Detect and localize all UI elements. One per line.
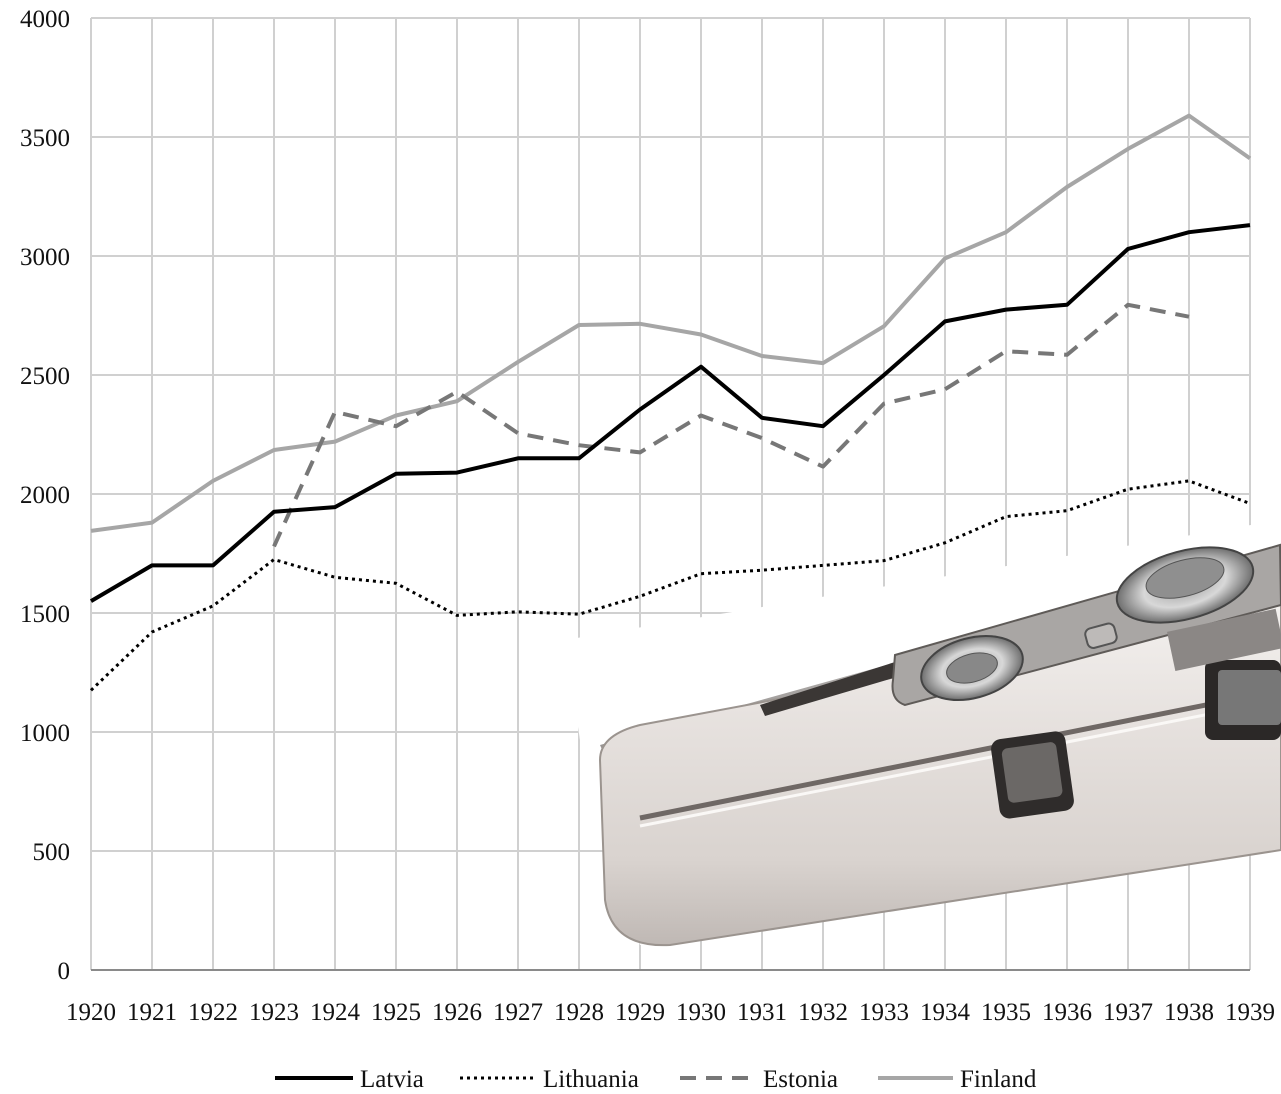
legend-label-lithuania: Lithuania [543, 1066, 639, 1093]
y-tick-label: 1500 [20, 601, 70, 628]
x-axis-ticks: 1920 1921 1922 1923 1924 1925 1926 1927 1928 1929… [66, 999, 1275, 1026]
x-tick-label: 1922 [188, 999, 238, 1026]
x-tick-label: 1920 [66, 999, 116, 1026]
x-tick-label: 1939 [1225, 999, 1275, 1026]
x-tick-label: 1933 [859, 999, 909, 1026]
x-tick-label: 1924 [310, 999, 361, 1026]
x-tick-label: 1927 [493, 999, 543, 1026]
x-tick-label: 1928 [554, 999, 604, 1026]
x-tick-label: 1932 [798, 999, 848, 1026]
series-line-finland [90, 113, 1252, 533]
x-tick-label: 1938 [1164, 999, 1214, 1026]
x-tick-label: 1930 [676, 999, 726, 1026]
legend-label-latvia: Latvia [360, 1066, 424, 1093]
x-tick-label: 1937 [1103, 999, 1153, 1026]
y-tick-label: 3000 [20, 244, 70, 271]
x-tick-label: 1934 [920, 999, 971, 1026]
chart-series [89, 113, 1252, 692]
y-tick-label: 2500 [20, 363, 70, 390]
series-line-latvia [89, 223, 1251, 603]
x-tick-label: 1936 [1042, 999, 1092, 1026]
legend-label-estonia: Estonia [763, 1066, 838, 1093]
compact-camera-photo [565, 520, 1281, 947]
x-tick-label: 1923 [249, 999, 299, 1026]
x-tick-label: 1929 [615, 999, 665, 1026]
y-tick-label: 0 [58, 958, 71, 985]
x-tick-label: 1921 [127, 999, 177, 1026]
y-tick-label: 4000 [20, 6, 70, 33]
y-tick-label: 3500 [20, 125, 70, 152]
y-tick-label: 1000 [20, 720, 70, 747]
x-tick-label: 1935 [981, 999, 1031, 1026]
legend-label-finland: Finland [960, 1066, 1037, 1093]
series-line-lithuania [89, 479, 1251, 692]
x-tick-label: 1931 [737, 999, 787, 1026]
y-axis-ticks: 0 500 1000 1500 2000 2500 3000 3500 4000 [20, 6, 70, 985]
chart-legend: Latvia Lithuania Estonia Finland [275, 1066, 1037, 1093]
x-tick-label: 1925 [371, 999, 421, 1026]
y-tick-label: 2000 [20, 482, 70, 509]
y-tick-label: 500 [33, 839, 71, 866]
series-line-estonia [272, 302, 1190, 548]
x-tick-label: 1926 [432, 999, 482, 1026]
